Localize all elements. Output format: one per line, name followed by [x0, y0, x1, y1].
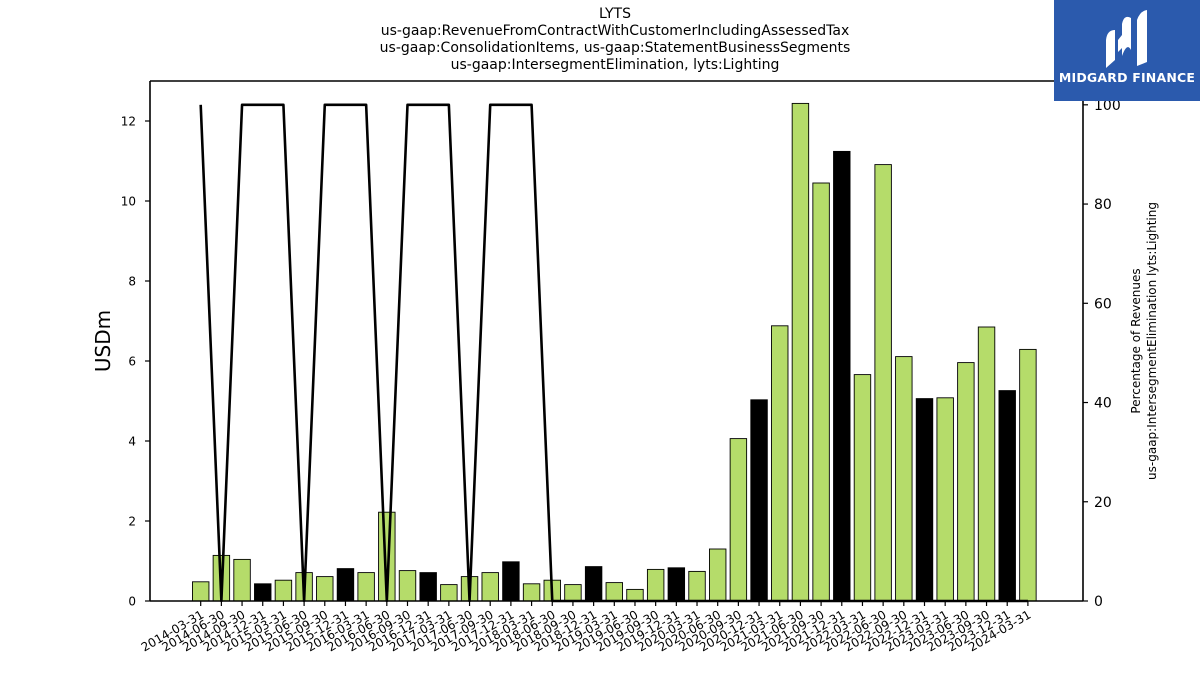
title-line-4: us-gaap:IntersegmentElimination, lyts:Li…: [450, 57, 780, 73]
y-tick-label-left: 4: [128, 435, 136, 449]
y-axis-label-right-line: Percentage of Revenues: [1129, 268, 1143, 413]
bar: [729, 438, 748, 602]
bar: [254, 583, 272, 602]
bar: [336, 568, 355, 602]
bar: [667, 567, 686, 602]
bar: [709, 548, 727, 602]
y-tick-label-left: 8: [128, 275, 136, 289]
y-axis-label-right: Percentage of Revenues us-gaap:Intersegme…: [1129, 202, 1159, 480]
bar: [419, 572, 437, 602]
y-tick-label-right: 40: [1094, 396, 1112, 412]
bar: [605, 582, 623, 602]
y-tick-label-right: 60: [1094, 296, 1112, 312]
y-tick-label-right: 0: [1094, 594, 1103, 610]
bar: [357, 572, 375, 602]
bar: [833, 150, 851, 602]
bar: [998, 390, 1016, 602]
bar: [564, 584, 582, 602]
y-tick-label-right: 80: [1094, 197, 1112, 213]
bar: [481, 572, 499, 602]
bar: [502, 561, 520, 602]
bar: [791, 102, 810, 602]
bar: [191, 581, 210, 602]
bar: [874, 164, 892, 602]
logo-text: MIDGARD FINANCE: [1058, 70, 1196, 85]
bar: [233, 558, 251, 602]
ticks-group: 0246810120204060801002014-03-312014-06-3…: [121, 98, 1121, 655]
bar: [688, 570, 706, 602]
bar: [853, 374, 872, 602]
y-tick-label-left: 6: [128, 355, 136, 369]
y-tick-label-right: 100: [1094, 98, 1121, 114]
axes-group: [149, 80, 1084, 602]
y-tick-label-left: 0: [128, 595, 136, 609]
bar: [957, 362, 975, 602]
bar: [812, 182, 830, 602]
y-tick-label-left: 10: [121, 195, 136, 209]
bar: [1019, 348, 1037, 602]
y-tick-label-right: 20: [1094, 495, 1112, 511]
bar: [584, 566, 603, 602]
bar: [750, 399, 768, 602]
bar: [440, 584, 458, 602]
midgard-finance-logo: MIDGARD FINANCE: [1054, 0, 1200, 101]
y-tick-label-left: 2: [128, 515, 136, 529]
bars-group: [191, 102, 1037, 602]
bar: [316, 576, 334, 602]
y-tick-label-left: 12: [121, 115, 136, 129]
bar: [936, 397, 954, 602]
y-axis-label-left: USDm: [91, 310, 115, 372]
title-line-1: LYTS: [599, 6, 631, 22]
title-line-3: us-gaap:ConsolidationItems, us-gaap:Stat…: [379, 40, 851, 56]
bar: [771, 325, 789, 602]
bar: [646, 568, 665, 602]
bar: [398, 570, 417, 602]
bar: [895, 356, 913, 602]
bar: [626, 588, 644, 602]
title-line-2: us-gaap:RevenueFromContractWithCustomerI…: [380, 23, 850, 39]
bar: [274, 579, 293, 602]
chart-title: LYTS us-gaap:RevenueFromContractWithCust…: [0, 6, 1200, 74]
y-axis-label-right-line: us-gaap:IntersegmentElimination lyts:Lig…: [1145, 202, 1159, 480]
bar: [522, 583, 541, 602]
bar: [977, 326, 996, 602]
midgard-logo-icon: [1106, 10, 1147, 68]
bar: [915, 398, 934, 602]
